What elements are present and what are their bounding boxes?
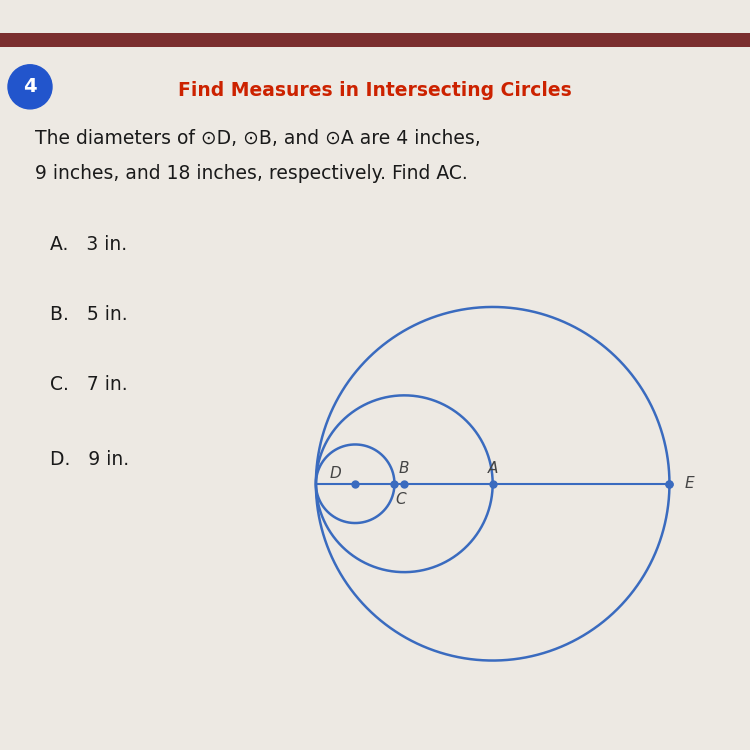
Text: A: A (488, 460, 498, 476)
Text: E: E (684, 476, 694, 491)
Text: B.   5 in.: B. 5 in. (50, 304, 128, 324)
Text: 4: 4 (23, 77, 37, 96)
Text: Find Measures in Intersecting Circles: Find Measures in Intersecting Circles (178, 81, 572, 100)
Text: B: B (399, 460, 410, 476)
Circle shape (8, 64, 52, 109)
Text: C: C (395, 492, 406, 507)
Text: The diameters of ⊙D, ⊙B, and ⊙A are 4 inches,: The diameters of ⊙D, ⊙B, and ⊙A are 4 in… (35, 130, 481, 149)
Text: D: D (330, 466, 341, 482)
Text: C.   7 in.: C. 7 in. (50, 375, 128, 394)
Text: D.   9 in.: D. 9 in. (50, 450, 129, 469)
Text: 9 inches, and 18 inches, respectively. Find AC.: 9 inches, and 18 inches, respectively. F… (35, 164, 468, 184)
Text: A.   3 in.: A. 3 in. (50, 235, 127, 254)
